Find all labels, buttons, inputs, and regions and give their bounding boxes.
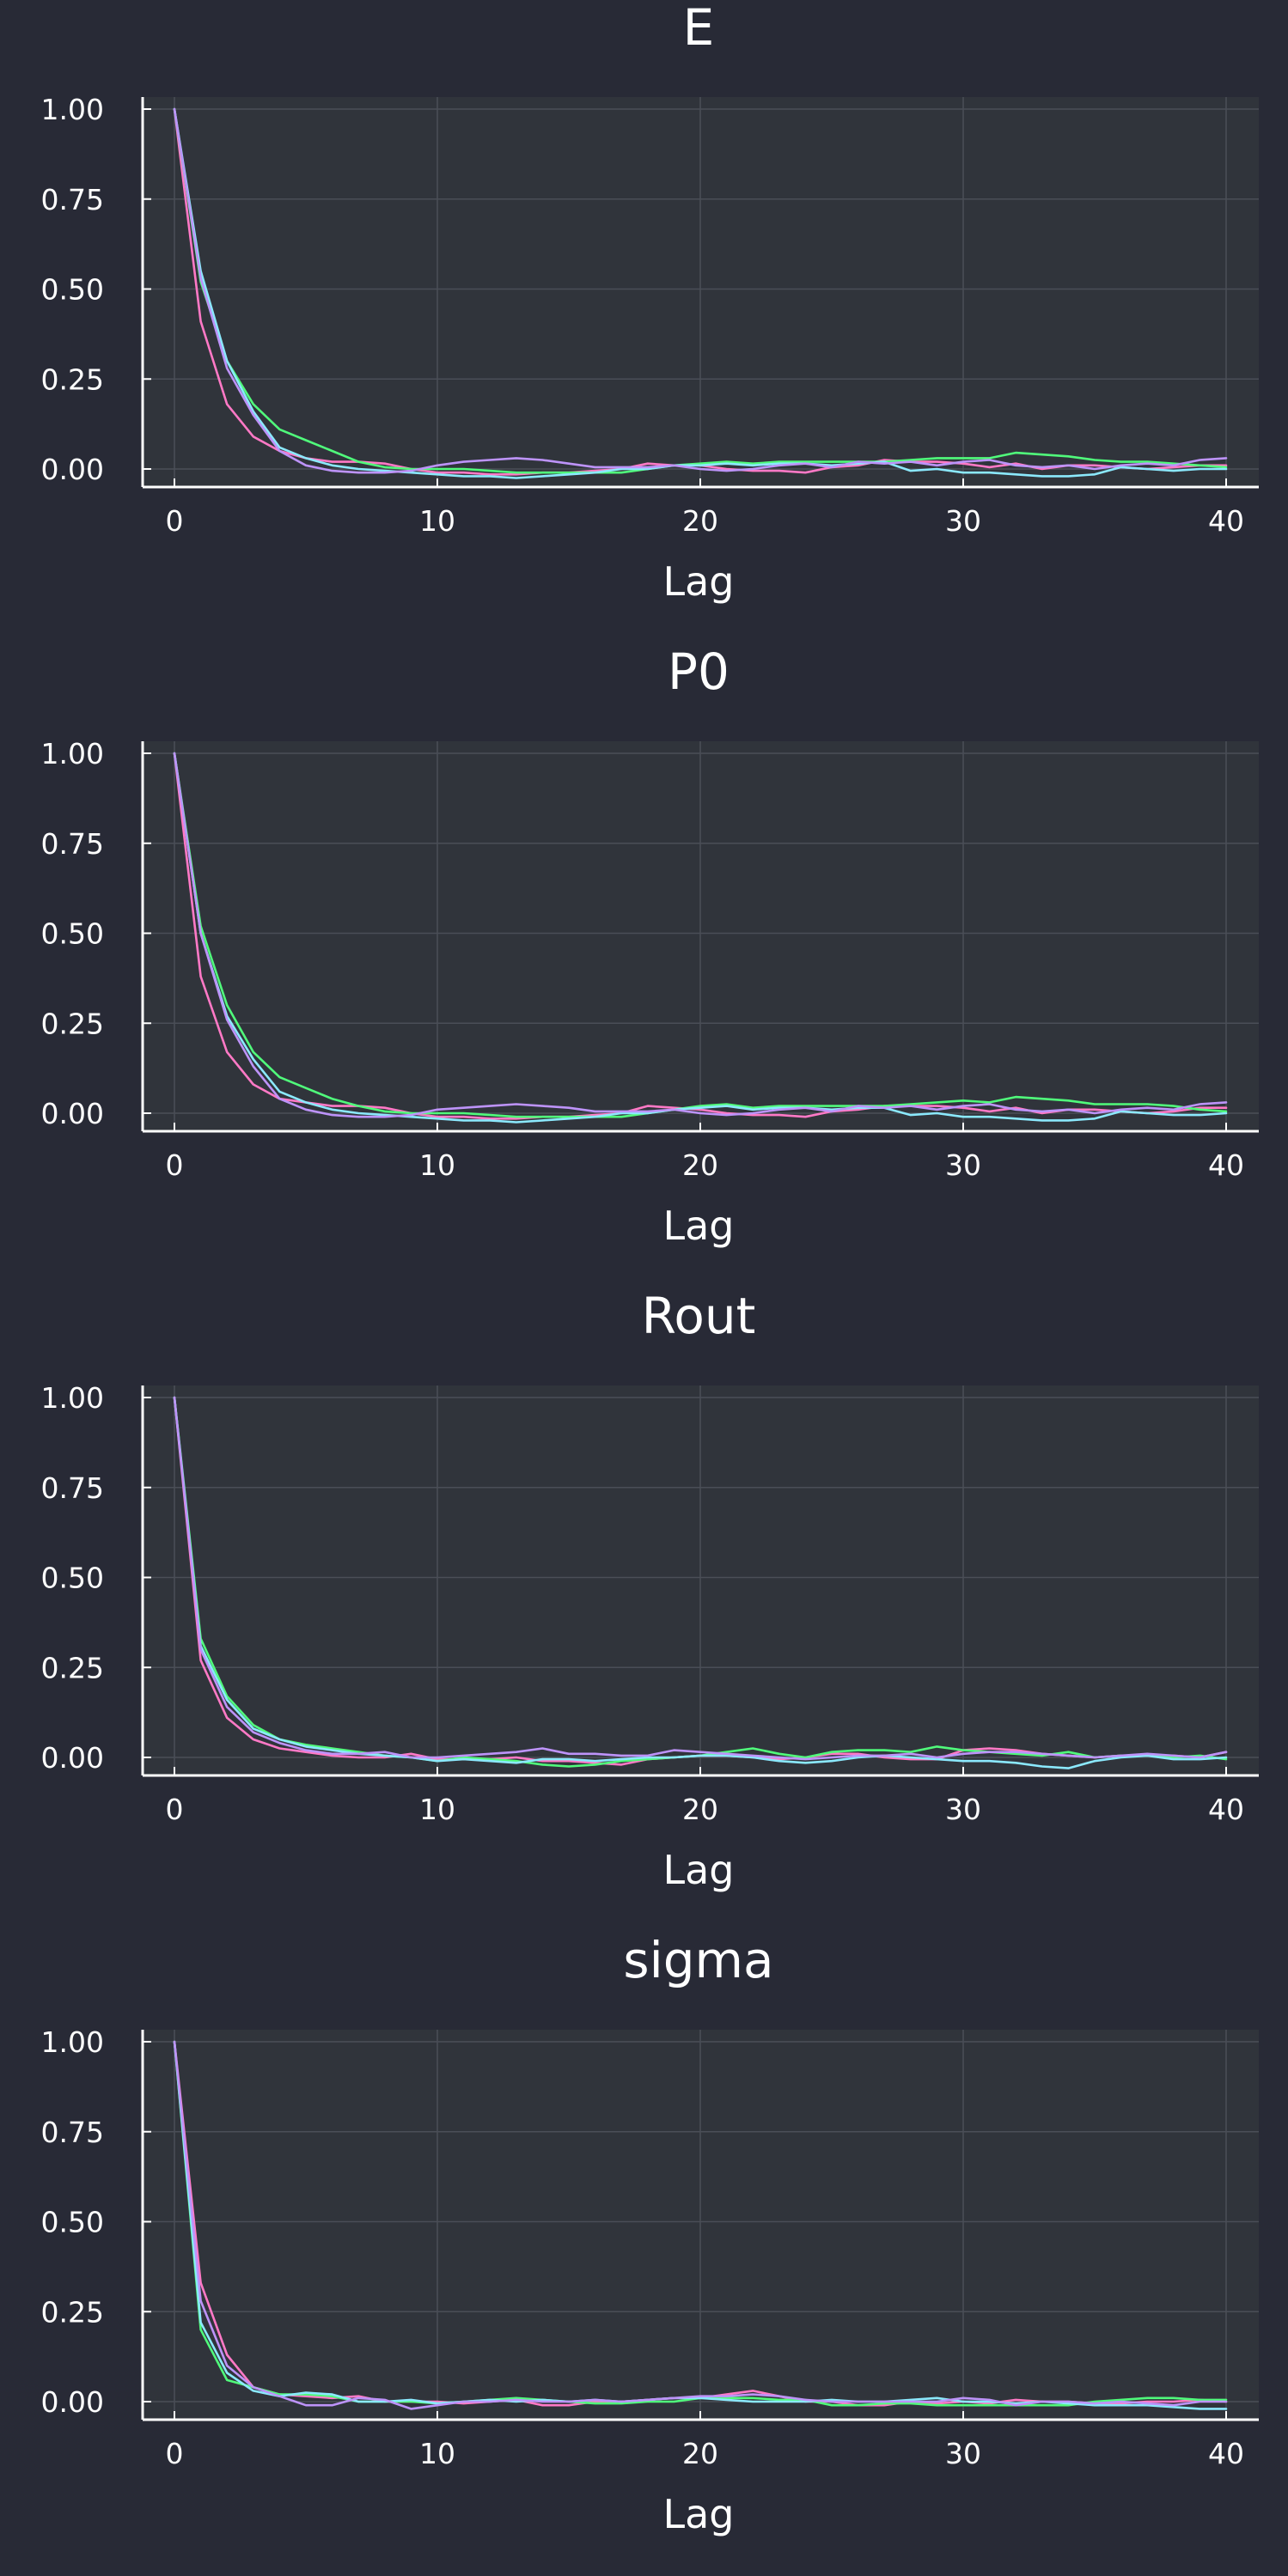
y-tick-label: 1.00 xyxy=(41,93,104,126)
y-tick-label: 0.75 xyxy=(41,2116,104,2149)
series-line-4 xyxy=(173,2040,1228,2410)
y-tick-label: 1.00 xyxy=(41,2025,104,2059)
x-tick-label: 30 xyxy=(945,504,981,538)
y-tick-label: 0.75 xyxy=(41,1471,104,1505)
x-tick-label: 10 xyxy=(419,504,455,538)
x-axis-label: Lag xyxy=(662,2491,734,2537)
series-line-1 xyxy=(173,752,1228,1120)
series-line-4 xyxy=(173,107,1228,474)
x-tick-label: 30 xyxy=(945,2437,981,2470)
series-line-2 xyxy=(173,107,1228,474)
y-tick-label: 0.00 xyxy=(41,1741,104,1775)
x-tick-label: 10 xyxy=(419,2437,455,2470)
series-line-4 xyxy=(173,1396,1228,1761)
series-line-4 xyxy=(173,752,1228,1118)
x-tick-label: 40 xyxy=(1208,1148,1244,1182)
y-tick-label: 0.00 xyxy=(41,2385,104,2419)
x-tick-label: 40 xyxy=(1208,504,1244,538)
chart-title: sigma xyxy=(623,1931,773,1989)
x-tick-label: 10 xyxy=(419,1793,455,1826)
x-tick-label: 30 xyxy=(945,1148,981,1182)
y-tick-label: 0.00 xyxy=(41,1097,104,1130)
chart-title: Rout xyxy=(642,1287,756,1345)
chart-title: E xyxy=(683,0,715,57)
y-tick-label: 0.75 xyxy=(41,827,104,861)
x-tick-label: 0 xyxy=(166,2437,184,2470)
x-axis-label: Lag xyxy=(662,1203,734,1249)
y-tick-label: 0.25 xyxy=(41,2295,104,2329)
panel-e: E 0 10 20 30 40 0.00 0.25 0.50 0.75 1.00 Lag xyxy=(41,0,1259,605)
y-tick-label: 1.00 xyxy=(41,1381,104,1415)
y-tick-label: 0.25 xyxy=(41,1651,104,1684)
x-tick-label: 30 xyxy=(945,1793,981,1826)
series-line-3 xyxy=(173,107,1228,479)
panel-p0: P0 0 10 20 30 40 0.00 0.25 0.50 0.75 1.00 Lag xyxy=(41,642,1259,1249)
series-line-3 xyxy=(173,752,1228,1124)
series-line-3 xyxy=(173,1396,1228,1769)
subplot-panels: E 0 10 20 30 40 0.00 0.25 0.50 0.75 1.00 Lag P0 0 10 20… xyxy=(41,0,1259,2537)
x-tick-label: 20 xyxy=(682,1793,718,1826)
x-tick-label: 0 xyxy=(166,1793,184,1826)
y-tick-label: 0.25 xyxy=(41,1007,104,1040)
panel-rout: Rout 0 10 20 30 40 0.00 0.25 0.50 0.75 1.00 Lag xyxy=(41,1287,1259,1893)
y-tick-label: 1.00 xyxy=(41,737,104,770)
y-tick-label: 0.50 xyxy=(41,1562,104,1595)
x-tick-label: 0 xyxy=(166,1148,184,1182)
x-tick-label: 0 xyxy=(166,504,184,538)
y-tick-label: 0.50 xyxy=(41,917,104,951)
x-tick-label: 40 xyxy=(1208,2437,1244,2470)
series-line-2 xyxy=(173,752,1228,1118)
x-tick-label: 10 xyxy=(419,1148,455,1182)
panel-sigma: sigma 0 10 20 30 40 0.00 0.25 0.50 0.75 1.00 Lag xyxy=(41,1931,1259,2537)
x-tick-label: 20 xyxy=(682,1148,718,1182)
y-tick-label: 0.00 xyxy=(41,453,104,486)
x-axis-label: Lag xyxy=(662,558,734,605)
x-tick-label: 20 xyxy=(682,504,718,538)
y-tick-label: 0.50 xyxy=(41,273,104,307)
x-tick-label: 20 xyxy=(682,2437,718,2470)
x-axis-label: Lag xyxy=(662,1847,734,1893)
y-tick-label: 0.25 xyxy=(41,362,104,396)
x-tick-label: 40 xyxy=(1208,1793,1244,1826)
chart-title: P0 xyxy=(668,642,729,701)
y-tick-label: 0.75 xyxy=(41,183,104,216)
y-tick-label: 0.50 xyxy=(41,2206,104,2239)
